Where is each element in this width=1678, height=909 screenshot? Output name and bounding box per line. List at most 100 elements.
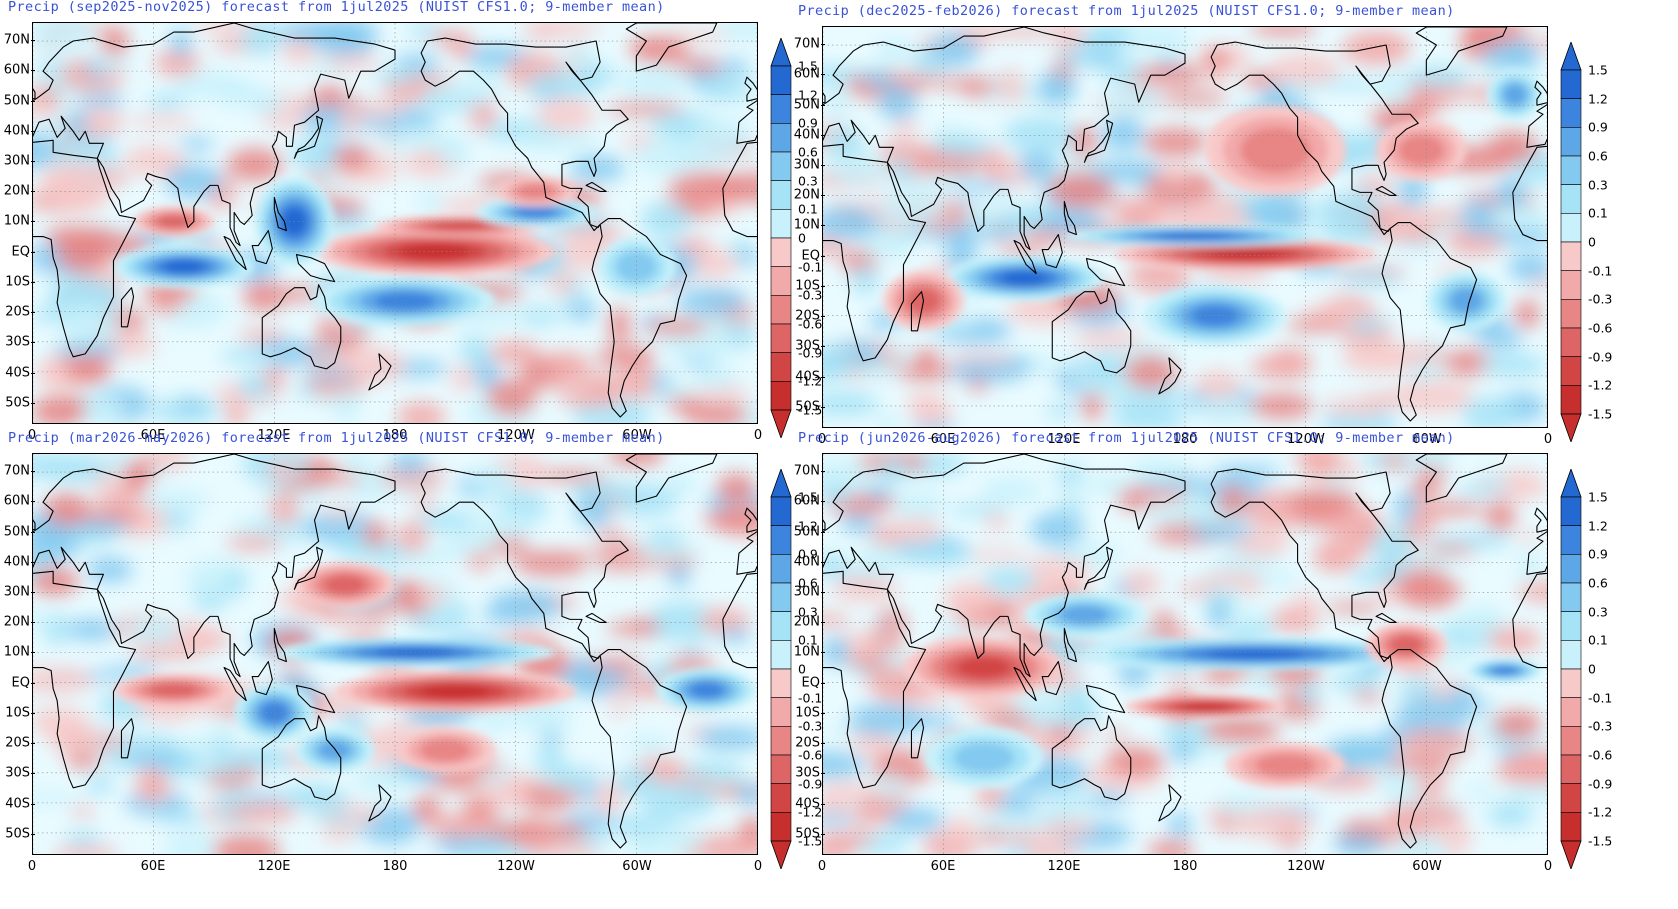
anomaly-blob xyxy=(282,40,316,65)
anomaly-blob xyxy=(537,97,595,132)
colorbar-extend-top xyxy=(770,469,792,498)
coastline-samerica xyxy=(1381,221,1478,422)
colorbar-swatch xyxy=(1560,726,1582,756)
anomaly-blob xyxy=(1194,370,1242,400)
coastline-sumatra xyxy=(223,235,247,271)
anomaly-blob xyxy=(596,345,656,368)
lat-tick-label: 60N xyxy=(3,62,30,78)
panel-title: Precip (jun2026-aug2026) forecast from 1… xyxy=(798,430,1455,446)
anomaly-blob xyxy=(929,32,979,68)
anomaly-blob xyxy=(63,831,103,846)
anomaly-blob xyxy=(668,561,691,588)
lat-tick xyxy=(821,134,825,136)
anomaly-blob xyxy=(1052,27,1085,52)
anomaly-blob xyxy=(934,77,1000,90)
anomaly-blob xyxy=(1382,209,1440,234)
anomaly-blob xyxy=(1434,650,1473,666)
lat-tick-label: 20N xyxy=(793,614,820,630)
anomaly-blob xyxy=(1395,696,1473,733)
lat-tick-label: EQ xyxy=(11,244,30,260)
colorbar-swatch xyxy=(1560,582,1582,612)
colorbar-swatch xyxy=(770,554,792,584)
colorbar-extend-top xyxy=(770,38,792,67)
anomaly-blob xyxy=(641,203,692,238)
anomaly-blob xyxy=(1460,199,1498,238)
colorbar-swatch xyxy=(1560,98,1582,128)
colorbar-label: 0.9 xyxy=(1588,546,1608,562)
anomaly-blob xyxy=(892,490,946,520)
dry-anomaly-region xyxy=(420,685,490,698)
colorbar-swatch xyxy=(770,151,792,181)
anomaly-blob xyxy=(1374,769,1408,784)
anomaly-blob xyxy=(1383,802,1463,827)
anomaly-blob xyxy=(1163,672,1197,684)
colorbar-label: 0.9 xyxy=(798,546,818,562)
colorbar-label: 1.5 xyxy=(1588,62,1608,78)
anomaly-blob xyxy=(1050,543,1123,563)
lat-tick-label: 30N xyxy=(793,584,820,600)
lon-tick-label: 120W xyxy=(1287,859,1325,874)
colorbar-swatch xyxy=(770,582,792,612)
anomaly-blob xyxy=(321,827,356,842)
anomaly-blob xyxy=(1322,397,1389,417)
coastline-namerica xyxy=(420,468,629,663)
lat-tick-label: 70N xyxy=(793,463,820,479)
lat-tick-label: 50S xyxy=(795,826,820,842)
coastline-newguinea xyxy=(1085,257,1126,287)
coastline-uk xyxy=(33,519,36,531)
anomaly-blob xyxy=(1297,676,1320,706)
lat-tick xyxy=(31,161,35,163)
anomaly-blob xyxy=(267,460,297,479)
colorbar-swatch xyxy=(1560,127,1582,157)
coastline-japan xyxy=(1083,119,1114,163)
anomaly-blob xyxy=(101,665,160,679)
lat-tick-label: 10N xyxy=(793,644,820,660)
colorbar-label: -0.1 xyxy=(1588,263,1613,279)
lon-tick-label: 60E xyxy=(140,859,166,874)
anomaly-blob xyxy=(1425,454,1453,473)
dry-anomaly-region xyxy=(157,215,190,228)
anomaly-blob xyxy=(1398,173,1428,208)
anomaly-blob xyxy=(1057,497,1086,513)
anomaly-blob xyxy=(1480,42,1542,69)
anomaly-blob xyxy=(86,774,114,795)
lat-tick-label: 20S xyxy=(795,308,820,324)
anomaly-blob xyxy=(1380,69,1412,105)
anomaly-blob xyxy=(1514,299,1541,329)
anomaly-blob xyxy=(164,163,223,199)
anomaly-blob xyxy=(1233,625,1275,641)
anomaly-blob xyxy=(154,49,201,76)
anomaly-blob xyxy=(823,88,851,118)
anomaly-blob xyxy=(412,795,441,824)
lat-tick xyxy=(821,316,825,318)
anomaly-blob xyxy=(1507,253,1547,282)
anomaly-blob xyxy=(356,101,404,118)
lat-tick-label: 30S xyxy=(5,334,30,350)
lat-tick-label: 40N xyxy=(3,554,30,570)
wet-anomaly-region xyxy=(1492,666,1518,675)
anomaly-blob xyxy=(570,547,619,559)
anomaly-blob xyxy=(848,703,926,737)
anomaly-blob xyxy=(313,84,345,106)
dry-anomaly-region xyxy=(431,222,489,230)
anomaly-blob xyxy=(595,527,626,540)
anomaly-blob xyxy=(540,730,563,745)
lat-tick-label: 20S xyxy=(795,735,820,751)
colorbar-swatch xyxy=(1560,783,1582,813)
coastline-eurasia xyxy=(33,454,396,678)
colorbar-swatch xyxy=(1560,812,1582,842)
wet-anomaly-region xyxy=(515,207,556,218)
lat-tick xyxy=(821,712,825,714)
anomaly-blob xyxy=(1250,355,1300,379)
colorbar-label: 0.3 xyxy=(1588,604,1608,620)
dry-anomaly-region xyxy=(400,244,470,259)
anomaly-blob xyxy=(1073,329,1143,348)
anomaly-blob xyxy=(981,477,1043,504)
anomaly-blob xyxy=(469,464,517,499)
lat-tick xyxy=(31,70,35,72)
lat-tick xyxy=(821,561,825,563)
lat-tick xyxy=(821,406,825,408)
anomaly-blob xyxy=(1291,593,1319,619)
coastline-greenland xyxy=(1415,27,1508,76)
anomaly-blob xyxy=(1411,496,1440,534)
